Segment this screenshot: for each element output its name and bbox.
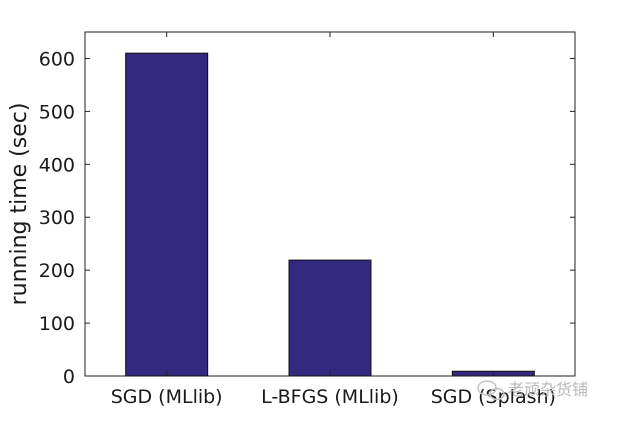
y-tick-label-3: 300 — [39, 207, 75, 229]
y-tick-label-4: 400 — [39, 154, 75, 176]
wechat-bubble-icon — [477, 380, 505, 401]
bar-1 — [288, 259, 372, 377]
y-tick-label-0: 0 — [63, 366, 75, 388]
y-axis-label: running time (sec) — [7, 103, 32, 306]
x-tick-label-1: L-BFGS (MLlib) — [261, 386, 399, 408]
bar-0 — [125, 52, 209, 377]
plot-area: SGD (MLlib) L-BFGS (MLlib) SGD (Splash) 0 10… — [39, 31, 576, 408]
y-tick-label-6: 600 — [39, 48, 75, 70]
y-tick-label-2: 200 — [39, 260, 75, 282]
y-tick-label-5: 500 — [39, 101, 75, 123]
watermark-text: 老顽杂货铺 — [508, 380, 588, 399]
x-tick-label-2: SGD (Splash) — [431, 386, 556, 408]
x-tick-label-0: SGD (MLlib) — [111, 386, 223, 408]
y-tick-label-1: 100 — [39, 313, 75, 335]
watermark: 老顽杂货铺 — [477, 380, 588, 401]
